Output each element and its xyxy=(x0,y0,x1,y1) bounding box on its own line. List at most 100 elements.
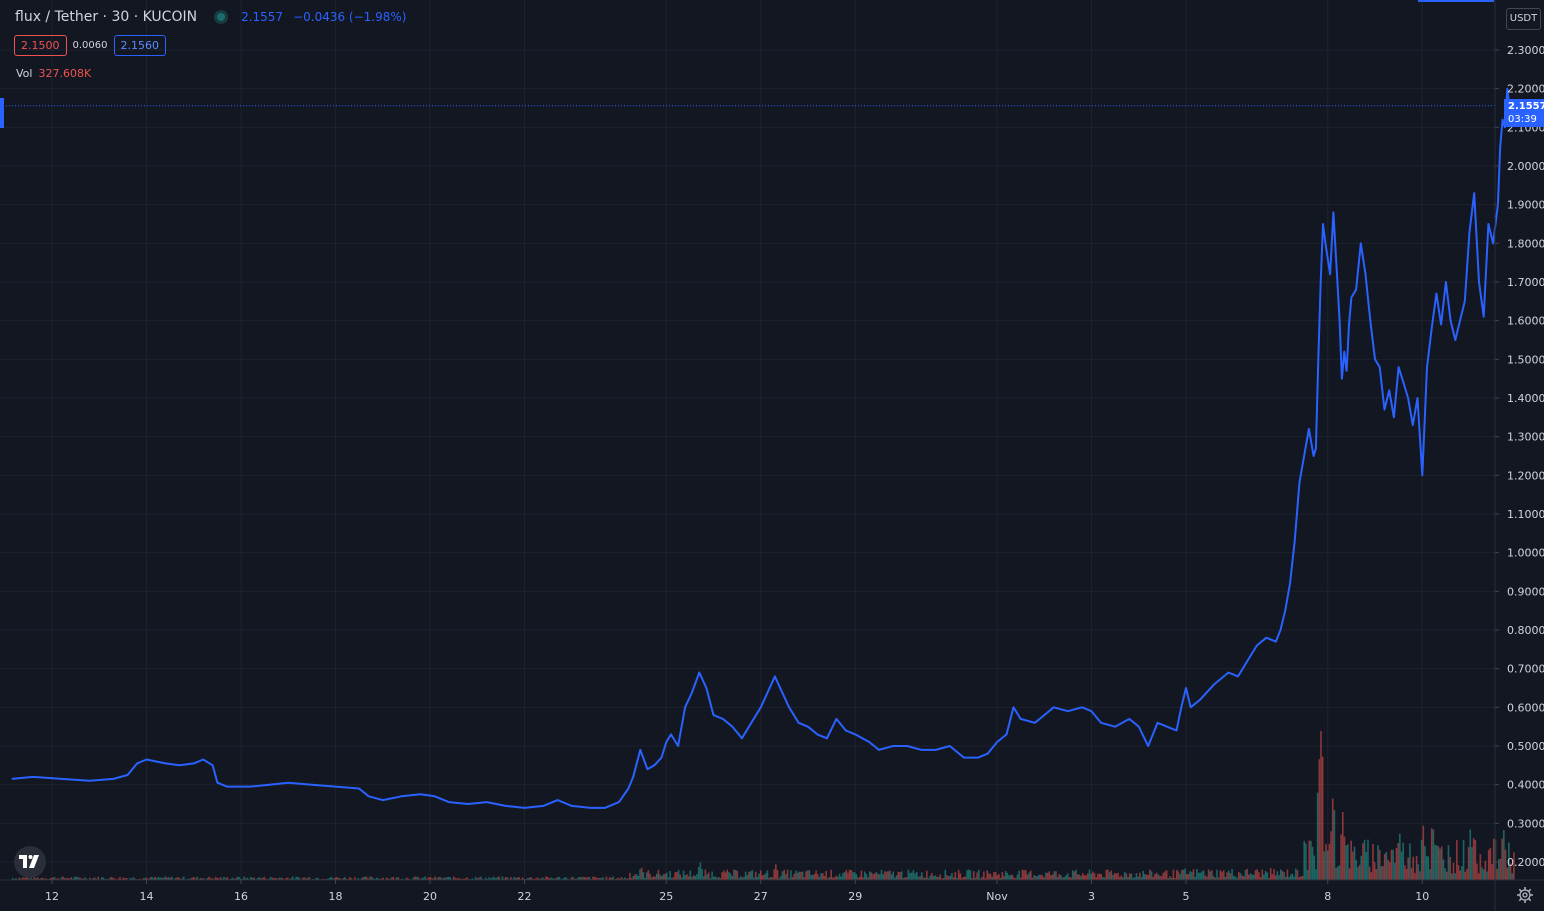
volume-bar xyxy=(471,878,474,880)
volume-bar xyxy=(875,872,878,880)
volume-bar xyxy=(1298,877,1300,880)
volume-bar xyxy=(498,876,500,880)
volume-bar xyxy=(1087,873,1089,880)
volume-bar xyxy=(887,871,890,880)
volume-bar xyxy=(652,876,655,880)
volume-bar xyxy=(68,878,71,880)
volume-bar xyxy=(458,878,460,880)
volume-bar xyxy=(1100,874,1103,880)
gear-icon[interactable] xyxy=(1516,886,1534,904)
volume-bar xyxy=(1467,846,1470,880)
time-axis: 12 14 16 18 20 22 25 27 29 Nov 3 5 8 10 xyxy=(0,879,1544,903)
y-tick-label: 0.3000 xyxy=(1507,817,1544,830)
volume-bar xyxy=(122,877,125,880)
volume-bar xyxy=(855,874,858,880)
volume-bar xyxy=(540,878,542,880)
volume-bar xyxy=(1419,871,1421,880)
volume-bar xyxy=(224,878,227,880)
volume-bar xyxy=(957,869,960,880)
volume-bar xyxy=(1206,876,1208,880)
buy-price-button[interactable]: 2.1560 xyxy=(113,35,166,56)
y-tick-label: 0.9000 xyxy=(1507,585,1544,598)
volume-bar xyxy=(1014,878,1017,880)
y-tick-label: 1.3000 xyxy=(1507,431,1544,444)
volume-bar xyxy=(993,872,995,880)
volume-bar xyxy=(726,869,728,880)
volume-bar xyxy=(104,878,106,880)
y-tick-label: 2.3000 xyxy=(1507,44,1544,57)
volume-bar xyxy=(1070,877,1072,880)
currency-button[interactable]: USDT xyxy=(1506,8,1541,30)
volume-bar xyxy=(1358,864,1361,880)
volume-bar xyxy=(523,878,526,880)
volume-bar xyxy=(494,878,497,880)
sell-price-button[interactable]: 2.1500 xyxy=(14,35,67,56)
volume-bar xyxy=(1145,874,1148,880)
volume-bar xyxy=(588,877,591,880)
volume-bar xyxy=(666,872,668,880)
volume-bar xyxy=(1442,859,1445,880)
volume-bar xyxy=(667,877,670,880)
volume-bar xyxy=(421,877,423,880)
volume-bar xyxy=(939,874,942,880)
volume-bar xyxy=(833,877,836,880)
volume-bar xyxy=(1194,876,1196,880)
volume-bar xyxy=(1216,869,1218,880)
volume-bar xyxy=(1009,875,1012,880)
volume-bar xyxy=(57,878,59,880)
volume-bar xyxy=(1430,828,1433,880)
volume-bar xyxy=(528,877,531,880)
volume-bar xyxy=(286,877,289,880)
symbol-title[interactable]: flux / Tether · 30 · KUCOIN xyxy=(15,9,198,25)
volume-bar xyxy=(518,877,521,880)
volume-bar xyxy=(927,878,930,880)
volume-bar xyxy=(337,877,339,880)
volume-bar xyxy=(21,877,24,880)
volume-bar xyxy=(1432,829,1435,880)
volume-bar xyxy=(1180,869,1183,880)
volume-bar xyxy=(1105,869,1108,880)
volume-bar xyxy=(1008,875,1010,880)
volume-bar xyxy=(142,878,145,880)
volume-bar xyxy=(85,878,88,880)
volume-bar xyxy=(677,869,680,880)
volume-bar xyxy=(362,877,365,880)
volume-bar xyxy=(536,877,539,880)
volume-bar xyxy=(1481,867,1483,880)
volume-bar xyxy=(1328,843,1331,880)
volume-bar xyxy=(1405,869,1408,880)
volume-bar xyxy=(1147,874,1150,880)
volume-bar xyxy=(843,872,846,880)
quote-row: 2.1500 0.0060 2.1560 xyxy=(14,35,166,56)
y-tick-label: 1.0000 xyxy=(1507,547,1544,560)
volume-bar xyxy=(860,870,863,880)
volume-bar xyxy=(915,871,918,880)
volume-bar xyxy=(199,877,202,880)
volume-bar xyxy=(749,871,752,880)
volume-bar xyxy=(273,878,276,880)
volume-bar xyxy=(714,876,717,880)
tradingview-logo-icon[interactable] xyxy=(14,846,46,878)
volume-bar xyxy=(551,878,554,880)
volume-bar xyxy=(1279,869,1282,880)
volume-bar xyxy=(972,871,975,880)
volume-bar xyxy=(1170,877,1173,880)
volume-bar xyxy=(976,872,978,880)
volume-bar xyxy=(120,878,123,880)
volume-bar xyxy=(879,874,881,880)
volume-bar xyxy=(489,878,492,880)
volume-bar xyxy=(1232,875,1235,880)
volume-label: Vol xyxy=(16,67,33,80)
volume-bar xyxy=(936,876,938,880)
volume-bar xyxy=(1137,876,1139,880)
y-tick-label: 2.0000 xyxy=(1507,160,1544,173)
volume-bar xyxy=(1504,849,1507,880)
volume-bar xyxy=(877,874,879,880)
volume-bar xyxy=(447,876,450,880)
volume-bar xyxy=(1019,877,1022,880)
volume-bar xyxy=(1140,877,1143,880)
volume-bar xyxy=(132,877,135,880)
volume-bar xyxy=(1063,877,1066,880)
volume-bar xyxy=(1244,869,1247,880)
